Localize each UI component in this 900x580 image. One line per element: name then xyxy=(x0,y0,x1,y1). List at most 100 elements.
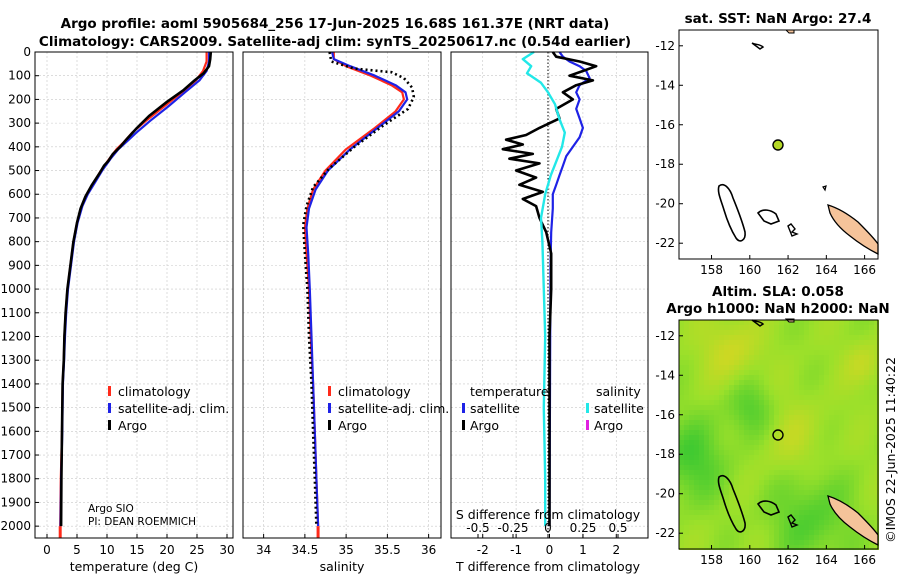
sla-cell xyxy=(764,505,769,510)
sla-cell xyxy=(719,340,724,345)
sla-cell xyxy=(744,485,749,490)
sla-cell xyxy=(749,420,754,425)
sla-cell xyxy=(854,480,859,485)
sla-cell xyxy=(819,465,824,470)
sla-cell xyxy=(784,530,789,535)
sla-cell xyxy=(779,390,784,395)
sla-cell xyxy=(829,365,834,370)
sla-cell xyxy=(769,330,774,335)
sla-cell xyxy=(764,430,769,435)
sla-cell xyxy=(849,335,854,340)
sla-cell xyxy=(779,430,784,435)
sla-cell xyxy=(749,340,754,345)
sla-cell xyxy=(844,490,849,495)
sla-cell xyxy=(704,335,709,340)
sla-cell xyxy=(829,515,834,520)
sla-cell xyxy=(789,410,794,415)
sla-cell xyxy=(809,470,814,475)
sla-cell xyxy=(729,475,734,480)
sla-cell xyxy=(804,350,809,355)
sla-cell xyxy=(679,395,684,400)
sla-cell xyxy=(819,415,824,420)
sla-cell xyxy=(804,355,809,360)
sla-cell xyxy=(804,325,809,330)
sla-cell xyxy=(869,490,874,495)
sla-cell xyxy=(759,490,764,495)
sla-cell xyxy=(794,510,799,515)
sla-cell xyxy=(799,485,804,490)
sla-cell xyxy=(829,330,834,335)
sla-cell xyxy=(854,375,859,380)
sla-cell xyxy=(694,375,699,380)
sla-cell xyxy=(749,530,754,535)
sla-cell xyxy=(819,520,824,525)
sla-cell xyxy=(764,440,769,445)
sla-cell xyxy=(859,535,864,540)
sla-map-frame xyxy=(678,319,879,550)
sla-cell xyxy=(769,390,774,395)
sla-cell xyxy=(749,405,754,410)
sla-cell xyxy=(849,325,854,330)
sla-cell xyxy=(819,400,824,405)
sla-cell xyxy=(824,470,829,475)
sla-cell xyxy=(689,370,694,375)
sla-cell xyxy=(714,515,719,520)
sla-cell xyxy=(839,495,844,500)
sla-cell xyxy=(804,515,809,520)
sla-cell xyxy=(799,350,804,355)
sla-cell xyxy=(809,325,814,330)
sla-cell xyxy=(729,450,734,455)
sla-cell xyxy=(854,390,859,395)
y-tick-label: 500 xyxy=(8,164,31,178)
sla-float-marker xyxy=(772,429,784,441)
sla-cell xyxy=(719,440,724,445)
sla-cell xyxy=(689,440,694,445)
sla-cell xyxy=(799,525,804,530)
sla-cell xyxy=(784,470,789,475)
sla-cell xyxy=(734,440,739,445)
sla-cell xyxy=(679,545,684,550)
sla-cell xyxy=(794,525,799,530)
sla-cell xyxy=(749,395,754,400)
sla-cell xyxy=(799,465,804,470)
x-tick-label: 5 xyxy=(73,543,81,557)
sla-cell xyxy=(824,450,829,455)
sla-cell xyxy=(829,530,834,535)
sla-cell xyxy=(804,500,809,505)
sst-map-panel: sat. SST: NaN Argo: 27.4 158 160 162 164 166… xyxy=(655,11,879,277)
sla-cell xyxy=(699,400,704,405)
sla-cell xyxy=(769,375,774,380)
sla-cell xyxy=(679,505,684,510)
sla-cell xyxy=(739,415,744,420)
sla-cell xyxy=(774,340,779,345)
sla-cell xyxy=(694,535,699,540)
sla-cell xyxy=(794,465,799,470)
sla-cell xyxy=(734,455,739,460)
sla-cell xyxy=(699,460,704,465)
sla-cell xyxy=(869,360,874,365)
sla-cell xyxy=(704,460,709,465)
sla-cell xyxy=(804,380,809,385)
sla-cell xyxy=(799,500,804,505)
sla-cell xyxy=(694,370,699,375)
sla-cell xyxy=(734,525,739,530)
sla-cell xyxy=(724,470,729,475)
sla-cell xyxy=(749,355,754,360)
sla-cell xyxy=(824,360,829,365)
sla-cell xyxy=(809,455,814,460)
sla-cell xyxy=(749,465,754,470)
sla-cell xyxy=(804,530,809,535)
sla-cell xyxy=(684,545,689,550)
sla-cell xyxy=(864,395,869,400)
sla-cell xyxy=(734,470,739,475)
sla-cell xyxy=(874,545,879,550)
sla-cell xyxy=(794,385,799,390)
sla-cell xyxy=(839,475,844,480)
sla-cell xyxy=(819,495,824,500)
sla-cell xyxy=(849,495,854,500)
sla-cell xyxy=(684,325,689,330)
sla-cell xyxy=(709,330,714,335)
sla-cell xyxy=(824,530,829,535)
sla-cell xyxy=(819,545,824,550)
sla-cell xyxy=(794,410,799,415)
